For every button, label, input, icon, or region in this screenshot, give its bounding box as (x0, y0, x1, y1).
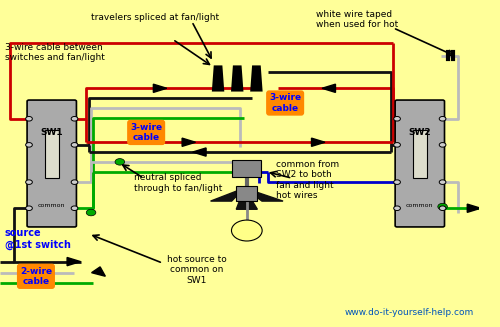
Polygon shape (182, 138, 196, 146)
Circle shape (439, 206, 446, 211)
Polygon shape (212, 65, 224, 92)
Text: common: common (406, 203, 433, 208)
Circle shape (26, 206, 32, 211)
Circle shape (394, 116, 400, 121)
Circle shape (71, 116, 78, 121)
Circle shape (439, 116, 446, 121)
Text: common: common (38, 203, 66, 208)
Polygon shape (210, 188, 244, 201)
FancyBboxPatch shape (27, 100, 76, 227)
Polygon shape (92, 267, 106, 276)
FancyBboxPatch shape (395, 100, 444, 227)
Polygon shape (192, 148, 206, 156)
Text: 2-wire
cable: 2-wire cable (20, 267, 52, 286)
Circle shape (232, 220, 262, 241)
Circle shape (394, 180, 400, 184)
Text: travelers spliced at fan/light: travelers spliced at fan/light (91, 13, 219, 23)
Polygon shape (244, 188, 283, 201)
Polygon shape (250, 65, 262, 92)
Bar (45, 130, 59, 178)
Polygon shape (154, 84, 167, 93)
Text: 3-wire
cable: 3-wire cable (269, 93, 301, 113)
Circle shape (439, 143, 446, 147)
Circle shape (394, 143, 400, 147)
Circle shape (71, 143, 78, 147)
Circle shape (26, 143, 32, 147)
Text: 3-wire cable between
switches and fan/light: 3-wire cable between switches and fan/li… (5, 43, 104, 62)
Circle shape (86, 209, 96, 216)
Text: source
@1st switch: source @1st switch (5, 228, 70, 250)
Text: 3-wire
cable: 3-wire cable (130, 123, 162, 142)
Polygon shape (312, 138, 325, 146)
Polygon shape (231, 65, 243, 92)
Circle shape (71, 180, 78, 184)
Polygon shape (322, 84, 336, 93)
Bar (413, 130, 426, 178)
Polygon shape (67, 257, 80, 266)
Text: neutral spliced
through to fan/light: neutral spliced through to fan/light (134, 173, 222, 193)
Circle shape (26, 116, 32, 121)
Text: white wire taped
when used for hot: white wire taped when used for hot (316, 10, 398, 29)
Circle shape (438, 203, 448, 210)
Circle shape (394, 206, 400, 211)
Bar (232, 160, 261, 177)
Text: hot source to
common on
SW1: hot source to common on SW1 (166, 255, 226, 285)
Circle shape (26, 180, 32, 184)
Bar (236, 186, 258, 201)
Polygon shape (236, 188, 258, 209)
Circle shape (439, 180, 446, 184)
Text: SW1: SW1 (40, 128, 63, 137)
Text: common from
SW2 to both
fan and light
hot wires: common from SW2 to both fan and light ho… (276, 160, 338, 200)
Circle shape (115, 159, 124, 165)
Text: SW2: SW2 (408, 128, 431, 137)
Circle shape (71, 206, 78, 211)
Text: www.do-it-yourself-help.com: www.do-it-yourself-help.com (345, 308, 474, 317)
Polygon shape (468, 204, 480, 212)
